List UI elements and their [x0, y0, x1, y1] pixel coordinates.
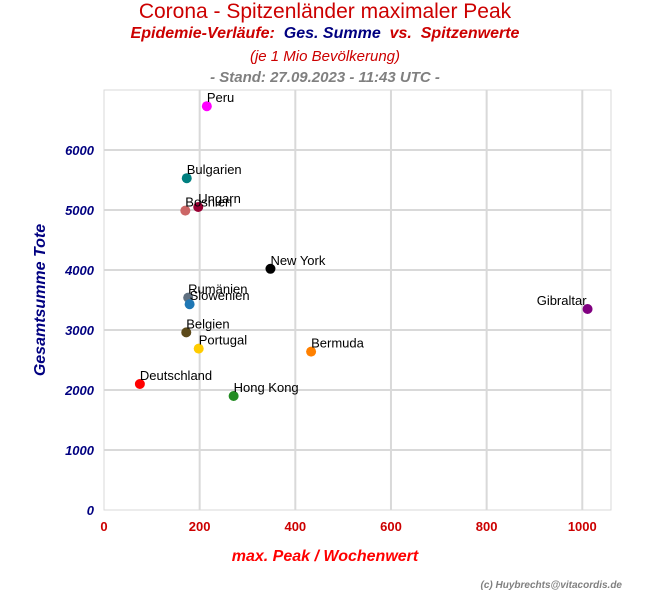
- data-label: Hong Kong: [234, 380, 299, 395]
- chart-title: Corona - Spitzenländer maximaler Peak: [138, 0, 512, 23]
- y-tick-labels: 0 1000 2000 3000 4000 5000 6000: [64, 143, 95, 518]
- data-point-slowenien: [184, 299, 195, 310]
- data-label: Peru: [207, 90, 234, 105]
- y-axis-label: Gesamtsumme Tote: [32, 224, 49, 376]
- data-point-deutschland: [134, 379, 145, 389]
- y-tick-label: 4000: [64, 263, 95, 278]
- chart-subtitle: Epidemie-Verläufe: Ges. Summe vs. Spitze…: [0, 25, 650, 43]
- x-tick-label: 1000: [568, 519, 597, 534]
- data-label: Deutschland: [140, 368, 212, 383]
- data-point-gibraltar: [582, 304, 593, 314]
- data-point-bosnien: [180, 205, 191, 216]
- plot-frame: [103, 89, 612, 511]
- data-label: Slowenien: [190, 288, 250, 303]
- subtitle-part-vs: vs.: [389, 25, 412, 42]
- axes: [103, 89, 612, 511]
- subtitle-part-epidemie: Epidemie-Verläufe:: [130, 25, 275, 42]
- data-label: Rumänien: [188, 282, 247, 297]
- data-label: New York: [270, 253, 325, 268]
- subtitle-part-summe: Ges. Summe: [283, 25, 381, 42]
- y-tick-label: 3000: [65, 323, 95, 338]
- data-points: [134, 101, 593, 401]
- y-tick-label: 5000: [65, 203, 95, 218]
- y-tick-label: 2000: [64, 383, 95, 398]
- grid-lines: [104, 90, 611, 510]
- data-point-ungarn: [193, 202, 204, 212]
- x-axis-label: max. Peak / Wochenwert: [232, 548, 419, 565]
- data-point-bulgarien: [181, 173, 192, 184]
- data-point-portugal: [193, 343, 204, 354]
- data-label: Portugal: [199, 333, 248, 348]
- subtitle-part-spitzenwerte: Spitzenwerte: [420, 25, 520, 42]
- data-label: Bosnien: [185, 195, 232, 210]
- data-point-bermuda: [306, 346, 317, 357]
- data-point-peru: [201, 101, 212, 112]
- x-tick-label: 400: [284, 519, 306, 534]
- x-tick-label: 600: [380, 519, 402, 534]
- x-tick-label: 0: [100, 519, 107, 534]
- data-point-belgien: [181, 327, 192, 338]
- data-label: Bermuda: [311, 336, 365, 351]
- y-tick-label: 0: [87, 503, 95, 518]
- chart-subtitle-population: (je 1 Mio Bevölkerung): [249, 48, 401, 65]
- x-tick-label: 800: [476, 519, 498, 534]
- data-label: Bulgarien: [187, 162, 242, 177]
- x-tick-label: 200: [189, 519, 211, 534]
- y-tick-label: 1000: [65, 443, 95, 458]
- x-tick-labels: 0 200 400 600 800 1000: [100, 519, 596, 534]
- data-label: Gibraltar: [537, 293, 588, 308]
- data-label: Ungarn: [198, 191, 241, 206]
- copyright-note: (c) Huybrechts@vitacordis.de: [480, 580, 622, 591]
- data-point-new-york: [265, 263, 276, 274]
- chart-timestamp: - Stand: 27.09.2023 - 11:43 UTC -: [210, 69, 440, 86]
- data-point-hong-kong: [228, 391, 239, 401]
- data-label: Belgien: [186, 316, 229, 331]
- y-tick-label: 6000: [65, 143, 95, 158]
